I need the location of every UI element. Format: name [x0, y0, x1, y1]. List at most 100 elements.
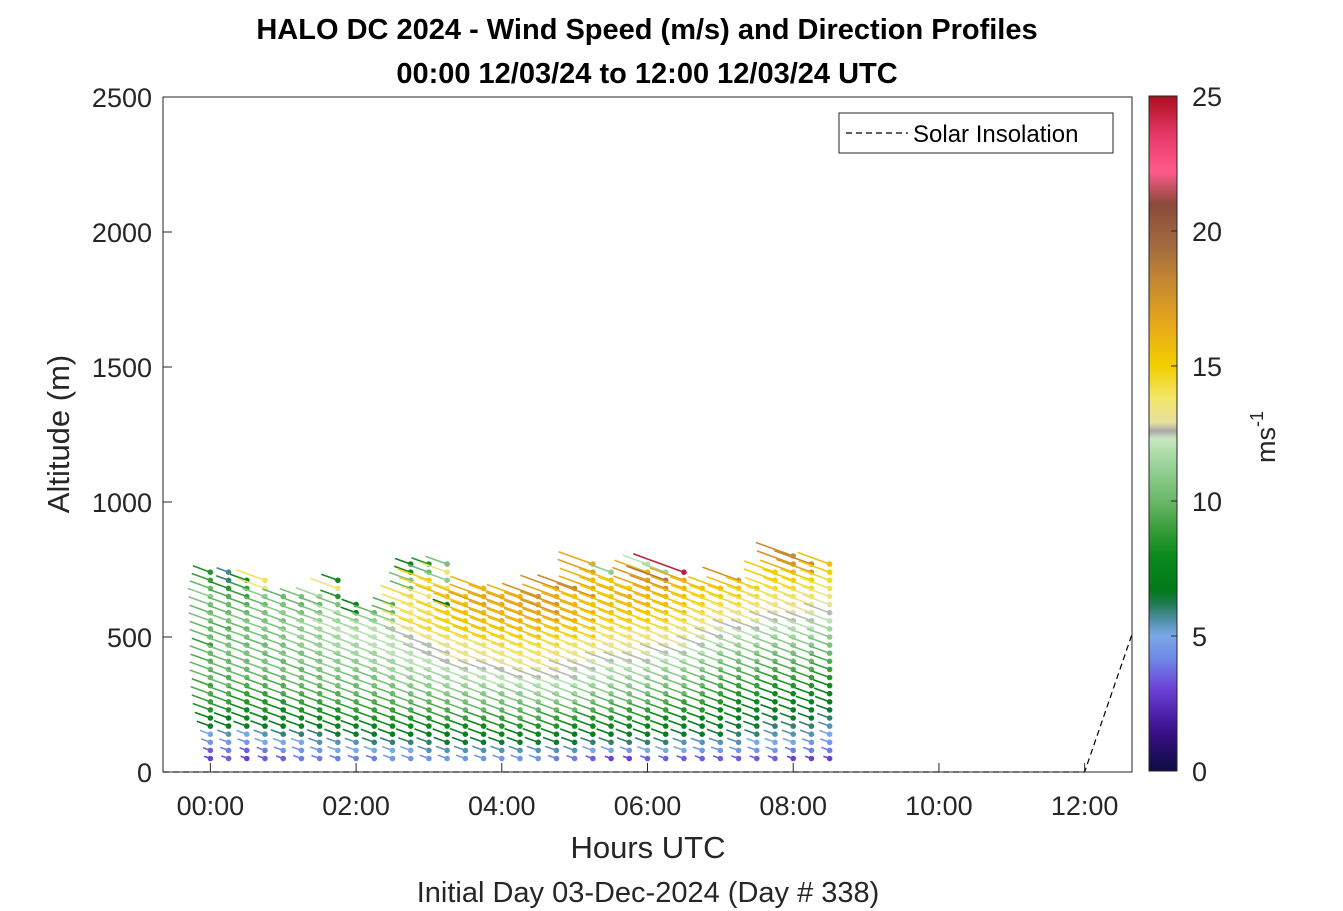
wind-barb-shaft-7-9 — [315, 676, 339, 687]
wind-barb-point-1-1 — [225, 747, 232, 754]
wind-barb-shaft-0-17 — [188, 612, 211, 622]
wind-barb-shaft-22-11 — [586, 659, 612, 671]
wind-barb-point-28-6 — [717, 707, 724, 713]
wind-barb-shaft-20-13 — [546, 642, 575, 654]
wind-barb-shaft-17-19 — [485, 591, 521, 606]
colorbar-bar — [1148, 95, 1178, 772]
wind-barb-shaft-14-5 — [446, 710, 466, 719]
wind-barb-shaft-8-15 — [331, 627, 357, 638]
wind-barb-shaft-10-11 — [368, 659, 393, 671]
wind-barb-shaft-15-14 — [454, 633, 484, 646]
wind-barb-shaft-28-11 — [698, 660, 721, 671]
wind-barb-point-6-0 — [316, 755, 323, 762]
wind-barb-shaft-28-12 — [697, 652, 721, 663]
wind-barb-shaft-6-20 — [295, 587, 320, 598]
wind-barb-shaft-1-17 — [206, 612, 229, 622]
wind-barb-shaft-1-6 — [210, 702, 229, 711]
wind-barb-point-9-0 — [371, 755, 378, 762]
wind-barb-point-2-3 — [243, 731, 250, 737]
wind-barb-shaft-16-18 — [468, 599, 503, 614]
wind-barb-shaft-6-8 — [299, 685, 320, 695]
wind-barb-shaft-9-6 — [355, 702, 375, 711]
wind-barb-point-34-2 — [826, 739, 833, 746]
wind-barb-shaft-12-8 — [406, 685, 430, 695]
wind-barb-shaft-10-5 — [374, 710, 393, 719]
wind-barb-point-21-4 — [590, 723, 596, 729]
wind-barb-shaft-12-7 — [408, 693, 430, 703]
wind-barb-shaft-10-18 — [371, 604, 393, 614]
wind-barb-shaft-33-12 — [790, 653, 812, 663]
wind-barb-point-31-6 — [772, 707, 778, 713]
wind-barb-shaft-6-12 — [297, 652, 320, 663]
wind-barb-shaft-27-20 — [670, 584, 703, 598]
wind-barb-shaft-33-21 — [781, 576, 812, 590]
wind-barb-shaft-17-7 — [498, 693, 521, 703]
wind-barb-point-26-5 — [681, 715, 687, 721]
wind-barb-point-24-6 — [644, 707, 651, 713]
wind-barb-shaft-24-16 — [617, 617, 648, 630]
wind-barb-shaft-28-20 — [689, 584, 721, 598]
wind-barb-shaft-26-14 — [656, 634, 685, 646]
wind-barb-shaft-0-11 — [189, 661, 211, 671]
x-tick-label-4: 04:00 — [468, 791, 536, 821]
wind-barb-shaft-32-25 — [755, 541, 794, 557]
wind-barb-shaft-12-6 — [409, 702, 430, 711]
wind-barb-shaft-21-9 — [568, 676, 594, 687]
wind-barb-point-2-4 — [243, 723, 250, 729]
wind-barb-shaft-19-20 — [522, 583, 557, 598]
wind-barb-point-32-5 — [790, 715, 797, 721]
wind-barb-shaft-3-22 — [235, 569, 266, 582]
wind-barb-shaft-3-20 — [242, 587, 266, 598]
wind-barb-shaft-2-12 — [225, 653, 248, 663]
wind-barb-shaft-0-14 — [191, 637, 211, 646]
wind-barb-shaft-22-13 — [583, 642, 612, 654]
wind-barb-shaft-31-19 — [746, 593, 776, 606]
wind-barb-point-31-7 — [772, 699, 778, 705]
wind-barb-shaft-24-12 — [621, 651, 648, 663]
wind-barb-point-0-5 — [207, 715, 214, 721]
wind-barb-shaft-5-15 — [277, 627, 302, 638]
wind-barb-shaft-17-11 — [492, 658, 521, 671]
wind-barb-shaft-25-12 — [640, 651, 666, 663]
wind-barb-shaft-30-13 — [733, 644, 758, 654]
wind-barb-shaft-9-14 — [349, 635, 375, 646]
wind-barb-shaft-23-7 — [608, 693, 630, 703]
wind-barb-shaft-32-21 — [762, 576, 794, 590]
wind-barb-point-30-5 — [753, 715, 760, 721]
wind-barb-point-7-22 — [335, 577, 341, 584]
wind-barb-shaft-7-12 — [314, 652, 339, 663]
wind-barb-shaft-32-23 — [759, 559, 794, 573]
colorbar-unit-label: ms-1 — [1247, 411, 1281, 463]
wind-barb-shaft-16-11 — [475, 659, 503, 671]
wind-barb-shaft-7-7 — [317, 693, 339, 703]
wind-barb-shaft-11-10 — [386, 668, 411, 679]
wind-barb-point-8-3 — [353, 731, 359, 737]
wind-barb-shaft-13-22 — [424, 571, 448, 582]
wind-barb-point-28-0 — [717, 755, 724, 762]
wind-barb-shaft-17-15 — [488, 624, 521, 638]
chart-title-line-2: 00:00 12/03/24 to 12:00 12/03/24 UTC — [396, 58, 897, 90]
wind-barb-shaft-14-4 — [448, 719, 466, 727]
wind-barb-point-13-1 — [444, 747, 450, 754]
wind-barb-shaft-6-7 — [300, 694, 320, 703]
wind-barb-shaft-31-21 — [744, 576, 776, 590]
wind-barb-point-24-2 — [644, 739, 651, 746]
wind-barb-point-30-0 — [753, 755, 760, 762]
wind-barb-point-5-5 — [298, 715, 305, 721]
wind-barb-shaft-19-9 — [531, 675, 557, 687]
wind-barb-shaft-34-19 — [802, 594, 830, 606]
wind-barb-point-6-4 — [316, 723, 323, 729]
wind-barb-shaft-21-20 — [556, 582, 594, 598]
wind-barb-shaft-30-8 — [738, 686, 758, 695]
wind-barb-shaft-25-22 — [626, 565, 666, 582]
wind-barb-shaft-5-14 — [278, 636, 302, 646]
wind-barb-shaft-22-10 — [586, 667, 612, 679]
wind-barb-point-18-2 — [535, 739, 542, 746]
wind-barb-point-4-0 — [280, 755, 287, 762]
wind-barb-shaft-11-11 — [386, 659, 411, 671]
wind-barb-shaft-24-6 — [628, 702, 648, 711]
wind-barb-point-14-0 — [462, 755, 469, 762]
wind-barb-shaft-34-13 — [808, 644, 830, 654]
legend[interactable]: Solar Insolation — [838, 112, 1114, 154]
y-tick-label-2000: 2000 — [92, 218, 152, 248]
